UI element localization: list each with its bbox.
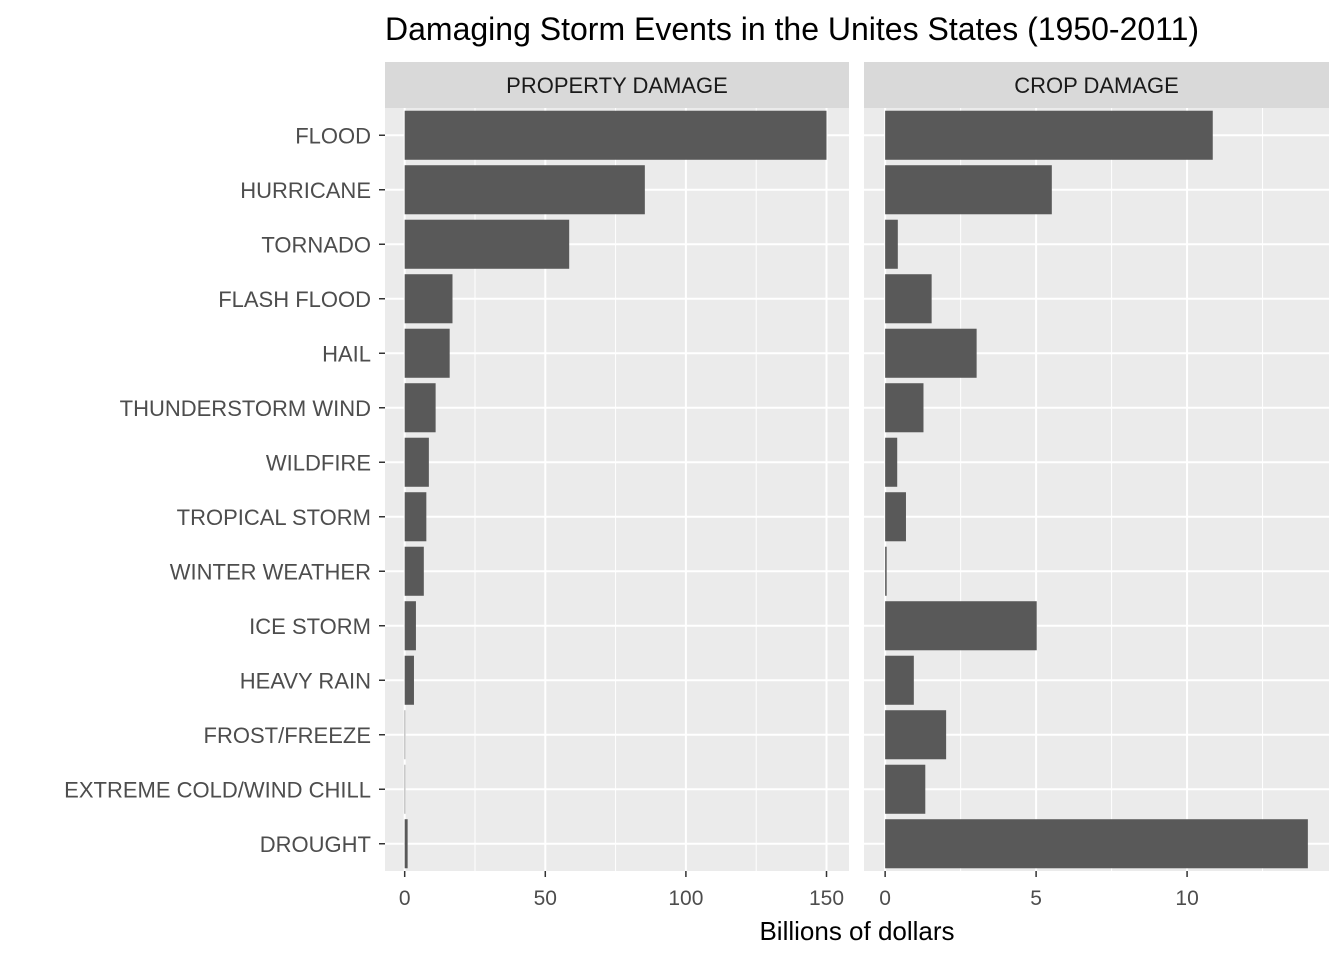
category-label: HURRICANE: [240, 178, 371, 203]
facets: PROPERTY DAMAGE 0 50 100 150 CROP DAMAGE 0 5 10: [385, 62, 1329, 910]
bar-drought: [885, 819, 1308, 869]
bar-ice-storm: [885, 601, 1037, 651]
bar-heavy-rain: [404, 655, 414, 705]
bar-flash-flood: [404, 274, 453, 324]
bar-frost-freeze: [885, 710, 947, 760]
bar-thunderstorm-wind: [404, 383, 436, 433]
category-label: HEAVY RAIN: [240, 668, 371, 693]
category-label: WINTER WEATHER: [170, 559, 371, 584]
x-tick-label: 100: [668, 887, 703, 910]
bar-hail: [404, 328, 450, 378]
bar-wildfire: [885, 437, 898, 487]
category-label: THUNDERSTORM WIND: [120, 396, 371, 421]
bar-winter-weather: [885, 546, 887, 596]
bar-flood: [404, 110, 827, 160]
x-tick-label: 0: [399, 887, 411, 910]
bar-tornado: [885, 219, 898, 269]
category-label: FLOOD: [295, 123, 371, 148]
x-tick-label: 0: [879, 887, 891, 910]
bar-drought: [404, 819, 408, 869]
category-label: ICE STORM: [249, 614, 371, 639]
bar-extreme-cold-wind-chill: [404, 764, 406, 814]
category-label: WILDFIRE: [266, 450, 371, 475]
facet-panel-2: CROP DAMAGE 0 5 10: [864, 62, 1329, 910]
x-tick-label: 10: [1175, 887, 1198, 910]
bar-frost-freeze: [404, 710, 406, 760]
bar-flood: [885, 110, 1213, 160]
facet-strip-label: CROP DAMAGE: [1014, 73, 1179, 98]
facet-strip: [385, 62, 849, 108]
bar-flash-flood: [885, 274, 932, 324]
chart-title: Damaging Storm Events in the Unites Stat…: [385, 11, 1199, 47]
bar-extreme-cold-wind-chill: [885, 764, 926, 814]
x-tick-label: 150: [809, 887, 844, 910]
bar-winter-weather: [404, 546, 424, 596]
facet-strip: [864, 62, 1329, 108]
category-label: DROUGHT: [260, 832, 371, 857]
category-label: TORNADO: [261, 232, 371, 257]
bar-heavy-rain: [885, 655, 914, 705]
category-labels: FLOOD HURRICANE TORNADO FLASH FLOOD HAIL THUN…: [64, 123, 385, 857]
x-tick-label: 50: [534, 887, 557, 910]
bar-wildfire: [404, 437, 429, 487]
bar-tropical-storm: [885, 492, 906, 542]
bar-hurricane: [404, 165, 645, 215]
category-label: HAIL: [322, 341, 371, 366]
bar-ice-storm: [404, 601, 416, 651]
category-label: EXTREME COLD/WIND CHILL: [64, 777, 371, 802]
facet-strip-label: PROPERTY DAMAGE: [506, 73, 728, 98]
x-tick-label: 5: [1030, 887, 1042, 910]
x-axis-title: Billions of dollars: [759, 916, 954, 946]
category-label: TROPICAL STORM: [177, 505, 371, 530]
category-label: FROST/FREEZE: [204, 723, 371, 748]
bar-hurricane: [885, 165, 1052, 215]
bar-hail: [885, 328, 977, 378]
bar-tornado: [404, 219, 570, 269]
category-label: FLASH FLOOD: [218, 287, 371, 312]
bar-tropical-storm: [404, 492, 427, 542]
facet-panel-1: PROPERTY DAMAGE 0 50 100 150: [385, 62, 849, 910]
bar-thunderstorm-wind: [885, 383, 924, 433]
